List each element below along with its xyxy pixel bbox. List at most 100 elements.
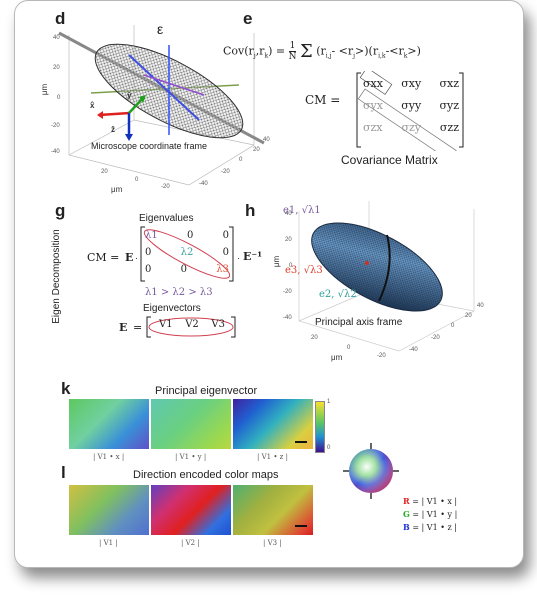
g-vectors: V1 V2 V3	[159, 319, 225, 330]
d-tick-x: 0	[135, 177, 139, 183]
h-tick-y: 20	[465, 313, 472, 319]
g-side-label: Eigen Decomposition	[50, 229, 62, 324]
panel-d-epsilon: ε	[157, 21, 164, 37]
h-axis-unit-z: μm	[272, 255, 282, 268]
g-vector: V1	[159, 319, 173, 330]
h-tick-z: -40	[283, 315, 292, 321]
e-matrix-cell: σxz	[439, 77, 459, 90]
l-legend-channel: G	[403, 509, 410, 519]
k-map-label: | V1 • y |	[175, 453, 207, 461]
h-tick-y: -40	[409, 347, 418, 353]
g-zero: 0	[186, 230, 194, 241]
l-map-label: | V3 |	[263, 539, 282, 547]
l-map-2	[151, 485, 231, 535]
d-hat-y: ŷ	[127, 91, 132, 100]
g-zero: 0	[222, 247, 229, 258]
d-tick-y: 40	[263, 137, 270, 143]
d-axis-unit-x: μm	[111, 185, 123, 194]
e-matrix-bracket	[356, 71, 464, 151]
k-map-3	[233, 399, 313, 449]
l-legend-row: R = | V1 • x |	[403, 495, 457, 508]
l-map-1	[69, 485, 149, 535]
figure-card: d ε 40 20	[14, 0, 524, 568]
g-vec-bracket	[146, 316, 236, 338]
g-E-inv: E⁻¹	[243, 250, 263, 263]
d-tick-y: -40	[199, 181, 208, 187]
l-legend-channel: B	[403, 522, 410, 532]
g-zero: 0	[145, 264, 152, 275]
e-matrix: σxx σxy σxz σyx σyy σyz σzx σzy σzz	[363, 77, 459, 143]
l-rgb-legend: R = | V1 • x | G = | V1 • y | B = | V1 •…	[403, 495, 457, 534]
h-tick-y: 40	[477, 303, 484, 309]
h-tick-y: 0	[451, 323, 455, 329]
color-sphere-icon	[343, 443, 399, 499]
e-matrix-cell: σzz	[439, 121, 459, 134]
g-vector: V2	[185, 319, 199, 330]
e-matrix-cell: σxy	[401, 77, 422, 90]
h-tick-y: -20	[431, 335, 440, 341]
h-tick-z: -20	[283, 289, 292, 295]
h-tick-z: 40	[285, 211, 292, 217]
g-cm-eq: CM =	[87, 251, 120, 264]
e-matrix-cell: σyx	[363, 99, 383, 112]
d-tick-z: -40	[51, 149, 60, 155]
d-caption: Microscope coordinate frame	[91, 141, 208, 151]
d-tick-z: 40	[53, 35, 60, 41]
g-E-vec: E	[119, 321, 128, 334]
h-caption: Principal axis frame	[315, 317, 403, 328]
h-e3-label: e3, √λ3	[285, 265, 323, 276]
h-e2-label: e2, √λ2	[319, 289, 357, 300]
d-tick-z: 0	[57, 95, 61, 101]
panel-g-label: g	[55, 201, 66, 220]
l-legend-rest: = | V1 • y |	[412, 510, 458, 519]
g-E: E	[125, 251, 134, 264]
panel-h-plot: 40 20 0 -20 -40 20 0 -20 -40 -20 0 20 40	[283, 201, 484, 359]
e-matrix-cell: σyz	[439, 99, 459, 112]
g-diag-bracket	[140, 226, 234, 282]
d-axis-unit-z: μm	[40, 83, 50, 96]
g-eigenvectors-title: Eigenvectors	[143, 303, 201, 314]
e-matrix-cell: σxx	[363, 77, 383, 90]
d-tick-z: -20	[51, 123, 60, 129]
k-map-label: | V1 • x |	[93, 453, 125, 461]
h-tick-z: 20	[285, 237, 292, 243]
panel-l-label: l	[61, 463, 66, 482]
k-colorbar	[315, 401, 325, 453]
e-cm-label: CM =	[305, 93, 341, 107]
d-tick-y: 20	[253, 147, 260, 153]
k-colorbar-min: 0	[327, 445, 331, 451]
g-vector: V3	[211, 319, 225, 330]
l-scalebar	[295, 525, 307, 527]
h-e1-label: e1, √λ1	[283, 205, 321, 216]
g-lambda: λ1	[145, 230, 158, 241]
h-axis-unit-x: μm	[331, 353, 343, 362]
e-matrix-cell: σyy	[401, 99, 422, 112]
l-map-label: | V1 |	[99, 539, 118, 547]
h-tick-z: 0	[289, 263, 293, 269]
k-map-label: | V1 • z |	[257, 453, 288, 461]
d-hat-z: ẑ	[111, 125, 115, 134]
l-legend-row: B = | V1 • z |	[403, 521, 457, 534]
k-scalebar	[295, 441, 307, 443]
e-caption: Covariance Matrix	[341, 153, 438, 167]
k-map-2	[151, 399, 231, 449]
e-matrix-cell: σzx	[363, 121, 383, 134]
l-legend-rest: = | V1 • z |	[412, 523, 457, 532]
d-tick-y: -20	[221, 169, 230, 175]
l-legend-channel: R	[403, 496, 410, 506]
l-legend-rest: = | V1 • x |	[412, 497, 458, 506]
panel-e-label: e	[243, 9, 253, 28]
g-lambda: λ2	[180, 247, 194, 258]
g-order: λ1 > λ2 > λ3	[145, 287, 213, 298]
l-title: Direction encoded color maps	[133, 469, 279, 481]
l-map-label: | V2 |	[181, 539, 200, 547]
g-diag-matrix: λ1 0 0 0 λ2 0 0 0 λ3	[145, 230, 229, 281]
panel-d-plot: 40 20 0 -20 -40 20 0 -20 -40 -20 0 20 40	[51, 25, 270, 190]
d-tick-z: 20	[53, 65, 60, 71]
k-title: Principal eigenvector	[155, 385, 258, 397]
k-colorbar-max: 1	[327, 399, 331, 405]
l-legend-row: G = | V1 • y |	[403, 508, 457, 521]
d-tick-y: 0	[239, 157, 243, 163]
d-tick-x: 20	[101, 169, 108, 175]
